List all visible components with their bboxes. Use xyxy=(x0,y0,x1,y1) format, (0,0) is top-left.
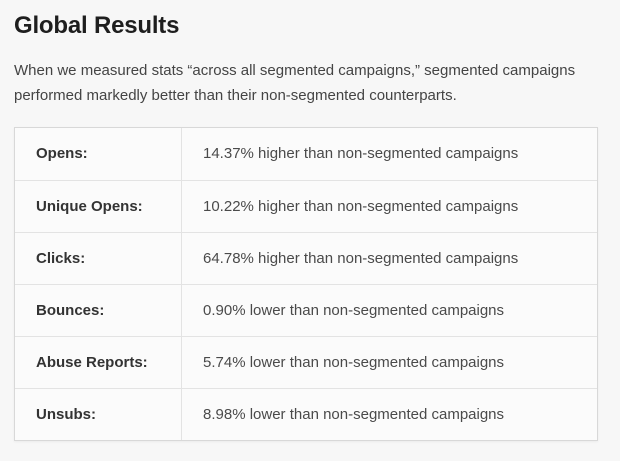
metric-value: 5.74% lower than non-segmented campaigns xyxy=(182,335,597,388)
metric-value: 64.78% higher than non-segmented campaig… xyxy=(182,231,597,284)
table-row-bounces: Bounces: 0.90% lower than non-segmented … xyxy=(15,283,597,336)
metric-label: Opens: xyxy=(15,127,182,180)
table-row-abuse-reports: Abuse Reports: 5.74% lower than non-segm… xyxy=(15,335,597,388)
metric-label: Unique Opens: xyxy=(15,179,182,232)
metric-label: Clicks: xyxy=(15,231,182,284)
page-title: Global Results xyxy=(14,12,180,39)
results-table-body: Opens: 14.37% higher than non-segmented … xyxy=(15,127,597,440)
metric-label: Bounces: xyxy=(15,283,182,336)
table-row-unique-opens: Unique Opens: 10.22% higher than non-seg… xyxy=(15,179,597,232)
results-table: Opens: 14.37% higher than non-segmented … xyxy=(14,126,598,441)
table-row-unsubs: Unsubs: 8.98% lower than non-segmented c… xyxy=(15,387,597,440)
metric-value: 0.90% lower than non-segmented campaigns xyxy=(182,283,597,336)
table-row-opens: Opens: 14.37% higher than non-segmented … xyxy=(15,127,597,180)
metric-label: Abuse Reports: xyxy=(15,335,182,388)
metric-value: 10.22% higher than non-segmented campaig… xyxy=(182,179,597,232)
metric-label: Unsubs: xyxy=(15,387,182,440)
metric-value: 14.37% higher than non-segmented campaig… xyxy=(203,145,519,163)
article-section: Global Results When we measured stats “a… xyxy=(14,12,598,441)
table-row-clicks: Clicks: 64.78% higher than non-segmented… xyxy=(15,231,597,284)
intro-paragraph: When we measured stats “across all segme… xyxy=(14,61,576,104)
metric-value: 8.98% lower than non-segmented campaigns xyxy=(182,387,597,440)
